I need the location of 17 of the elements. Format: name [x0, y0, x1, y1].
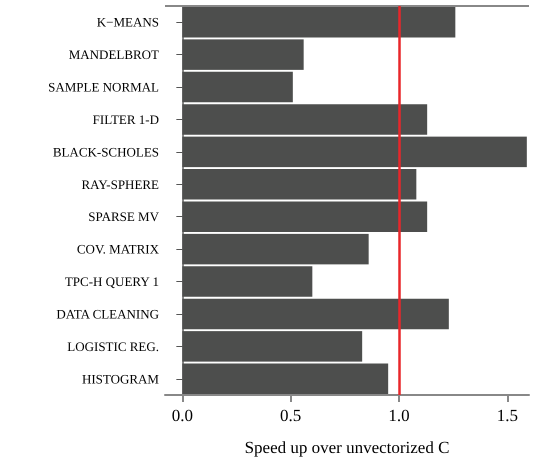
- y-tick-label: FILTER 1-D: [92, 112, 159, 127]
- y-tick-label: DATA CLEANING: [56, 306, 159, 322]
- y-tick-label: COV. MATRIX: [76, 242, 160, 257]
- y-tick-label: BLACK-SCHOLES: [52, 144, 159, 160]
- y-tick-label: RAY-SPHERE: [81, 176, 160, 192]
- y-tick-label: TPC-H QUERY 1: [64, 274, 159, 290]
- y-tick-label: LOGISTIC REG.: [67, 338, 159, 354]
- y-tick-label: HISTOGRAM: [82, 371, 160, 386]
- x-tick-label: 1.0: [388, 406, 410, 425]
- x-tick-label: 0.0: [172, 406, 193, 425]
- y-tick-label: SAMPLE NORMAL: [48, 80, 160, 95]
- x-tick-label: 0.5: [280, 406, 302, 425]
- y-tick-label: K−MEANS: [96, 14, 159, 30]
- x-tick-label: 1.5: [496, 406, 518, 425]
- x-axis-title: Speed up over unvectorized C: [244, 438, 450, 457]
- y-tick-label: MANDELBROT: [68, 47, 160, 62]
- y-tick-label: SPARSE MV: [88, 209, 160, 224]
